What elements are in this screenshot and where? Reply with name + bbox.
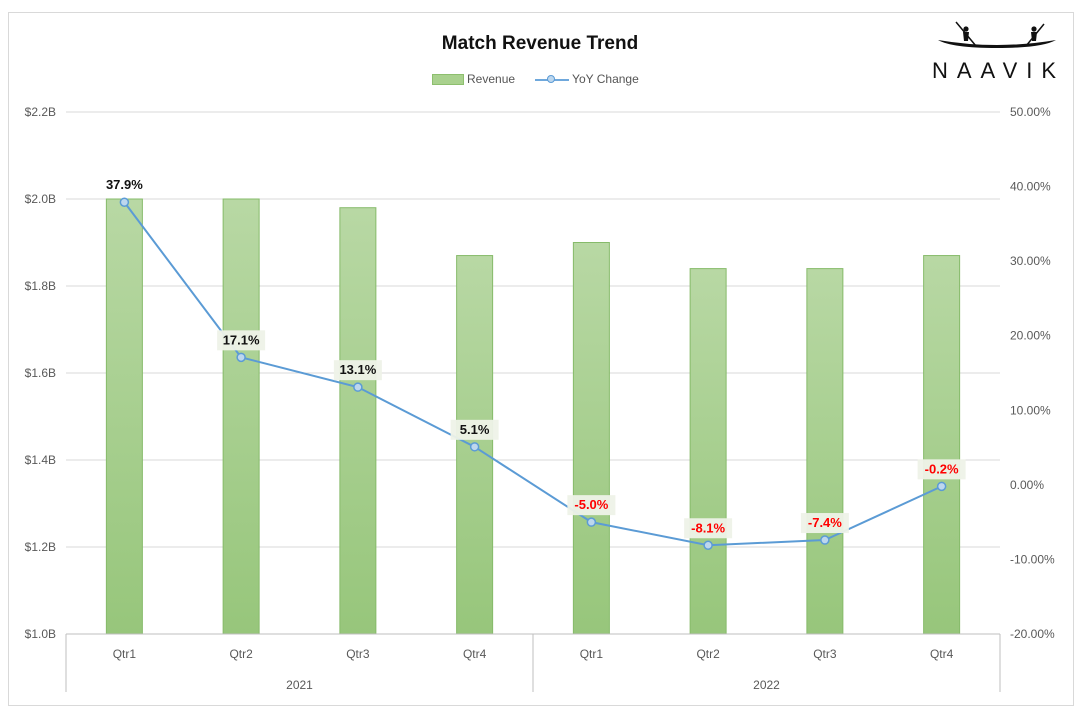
y-right-tick-label: 0.00% (1010, 478, 1044, 492)
yoy-marker (703, 540, 713, 551)
revenue-bar (923, 255, 961, 635)
yoy-data-label: 37.9% (106, 177, 143, 192)
data-label-background (217, 330, 266, 351)
legend-label-revenue: Revenue (467, 72, 516, 86)
yoy-line (123, 201, 943, 547)
x-tick-label: Qtr3 (346, 647, 370, 661)
yoy-marker (586, 517, 597, 527)
y-right-tick-label: 40.00% (1010, 180, 1051, 194)
revenue-bar (806, 268, 844, 635)
y-left-tick-label: $1.0B (25, 627, 56, 641)
y-left-tick-label: $1.2B (25, 540, 56, 554)
data-label-background (567, 495, 616, 516)
x-group-label: 2022 (753, 678, 780, 692)
yoy-marker (353, 382, 363, 392)
y-right-tick-label: 30.00% (1010, 254, 1051, 268)
brand-name: NAAVIK (932, 58, 1066, 83)
yoy-marker (469, 442, 480, 452)
data-label-background (917, 459, 966, 480)
y-left-tick-label: $1.8B (25, 279, 56, 293)
y-right-tick-label: 50.00% (1010, 105, 1051, 119)
x-tick-label: Qtr1 (580, 647, 604, 661)
yoy-data-label: 13.1% (339, 362, 376, 377)
yoy-marker (936, 481, 947, 492)
yoy-data-label: 17.1% (223, 332, 260, 347)
legend-swatch-bar (432, 73, 464, 85)
chart-title: Match Revenue Trend (441, 33, 639, 54)
revenue-bar (572, 242, 610, 635)
data-label-background (684, 518, 733, 539)
yoy-marker (236, 352, 246, 363)
legend-swatch-line (535, 74, 570, 84)
revenue-bar (105, 198, 143, 635)
naavik-logo: NAAVIK (932, 20, 1062, 86)
data-label-background (450, 419, 499, 440)
yoy-data-label: -7.4% (808, 515, 842, 530)
x-tick-label: Qtr3 (813, 647, 837, 661)
revenue-bar (689, 268, 727, 635)
legend-label-yoy: YoY Change (572, 72, 639, 86)
yoy-marker (119, 197, 130, 207)
y-left-tick-label: $2.2B (25, 105, 56, 119)
x-tick-label: Qtr4 (463, 647, 487, 661)
yoy-data-label: 5.1% (460, 422, 490, 437)
y-right-tick-label: 20.00% (1010, 329, 1051, 343)
legend-item-revenue: Revenue (432, 72, 515, 86)
revenue-bar (339, 207, 377, 635)
y-left-tick-label: $1.6B (25, 366, 56, 380)
x-tick-label: Qtr2 (696, 647, 720, 661)
yoy-data-label: -5.0% (574, 497, 608, 512)
yoy-data-label: -0.2% (925, 461, 959, 476)
revenue-bar (222, 198, 260, 635)
x-tick-label: Qtr4 (930, 647, 954, 661)
x-tick-label: Qtr1 (113, 647, 137, 661)
y-left-tick-label: $2.0B (25, 192, 56, 206)
y-right-tick-label: -10.00% (1010, 552, 1055, 566)
yoy-data-label: -8.1% (691, 520, 725, 535)
data-label-background (800, 513, 849, 534)
x-group-label: 2021 (286, 678, 313, 692)
chart-frame (8, 12, 1074, 706)
y-right-tick-label: 10.00% (1010, 403, 1051, 417)
y-right-tick-label: -20.00% (1010, 627, 1055, 641)
legend: Revenue YoY Change (432, 72, 653, 86)
boat-logo-icon (938, 21, 1056, 48)
yoy-marker (820, 535, 830, 545)
y-left-tick-label: $1.4B (25, 453, 56, 467)
data-label-background (333, 360, 382, 381)
x-tick-label: Qtr2 (229, 647, 253, 661)
legend-item-yoy: YoY Change (535, 72, 639, 86)
